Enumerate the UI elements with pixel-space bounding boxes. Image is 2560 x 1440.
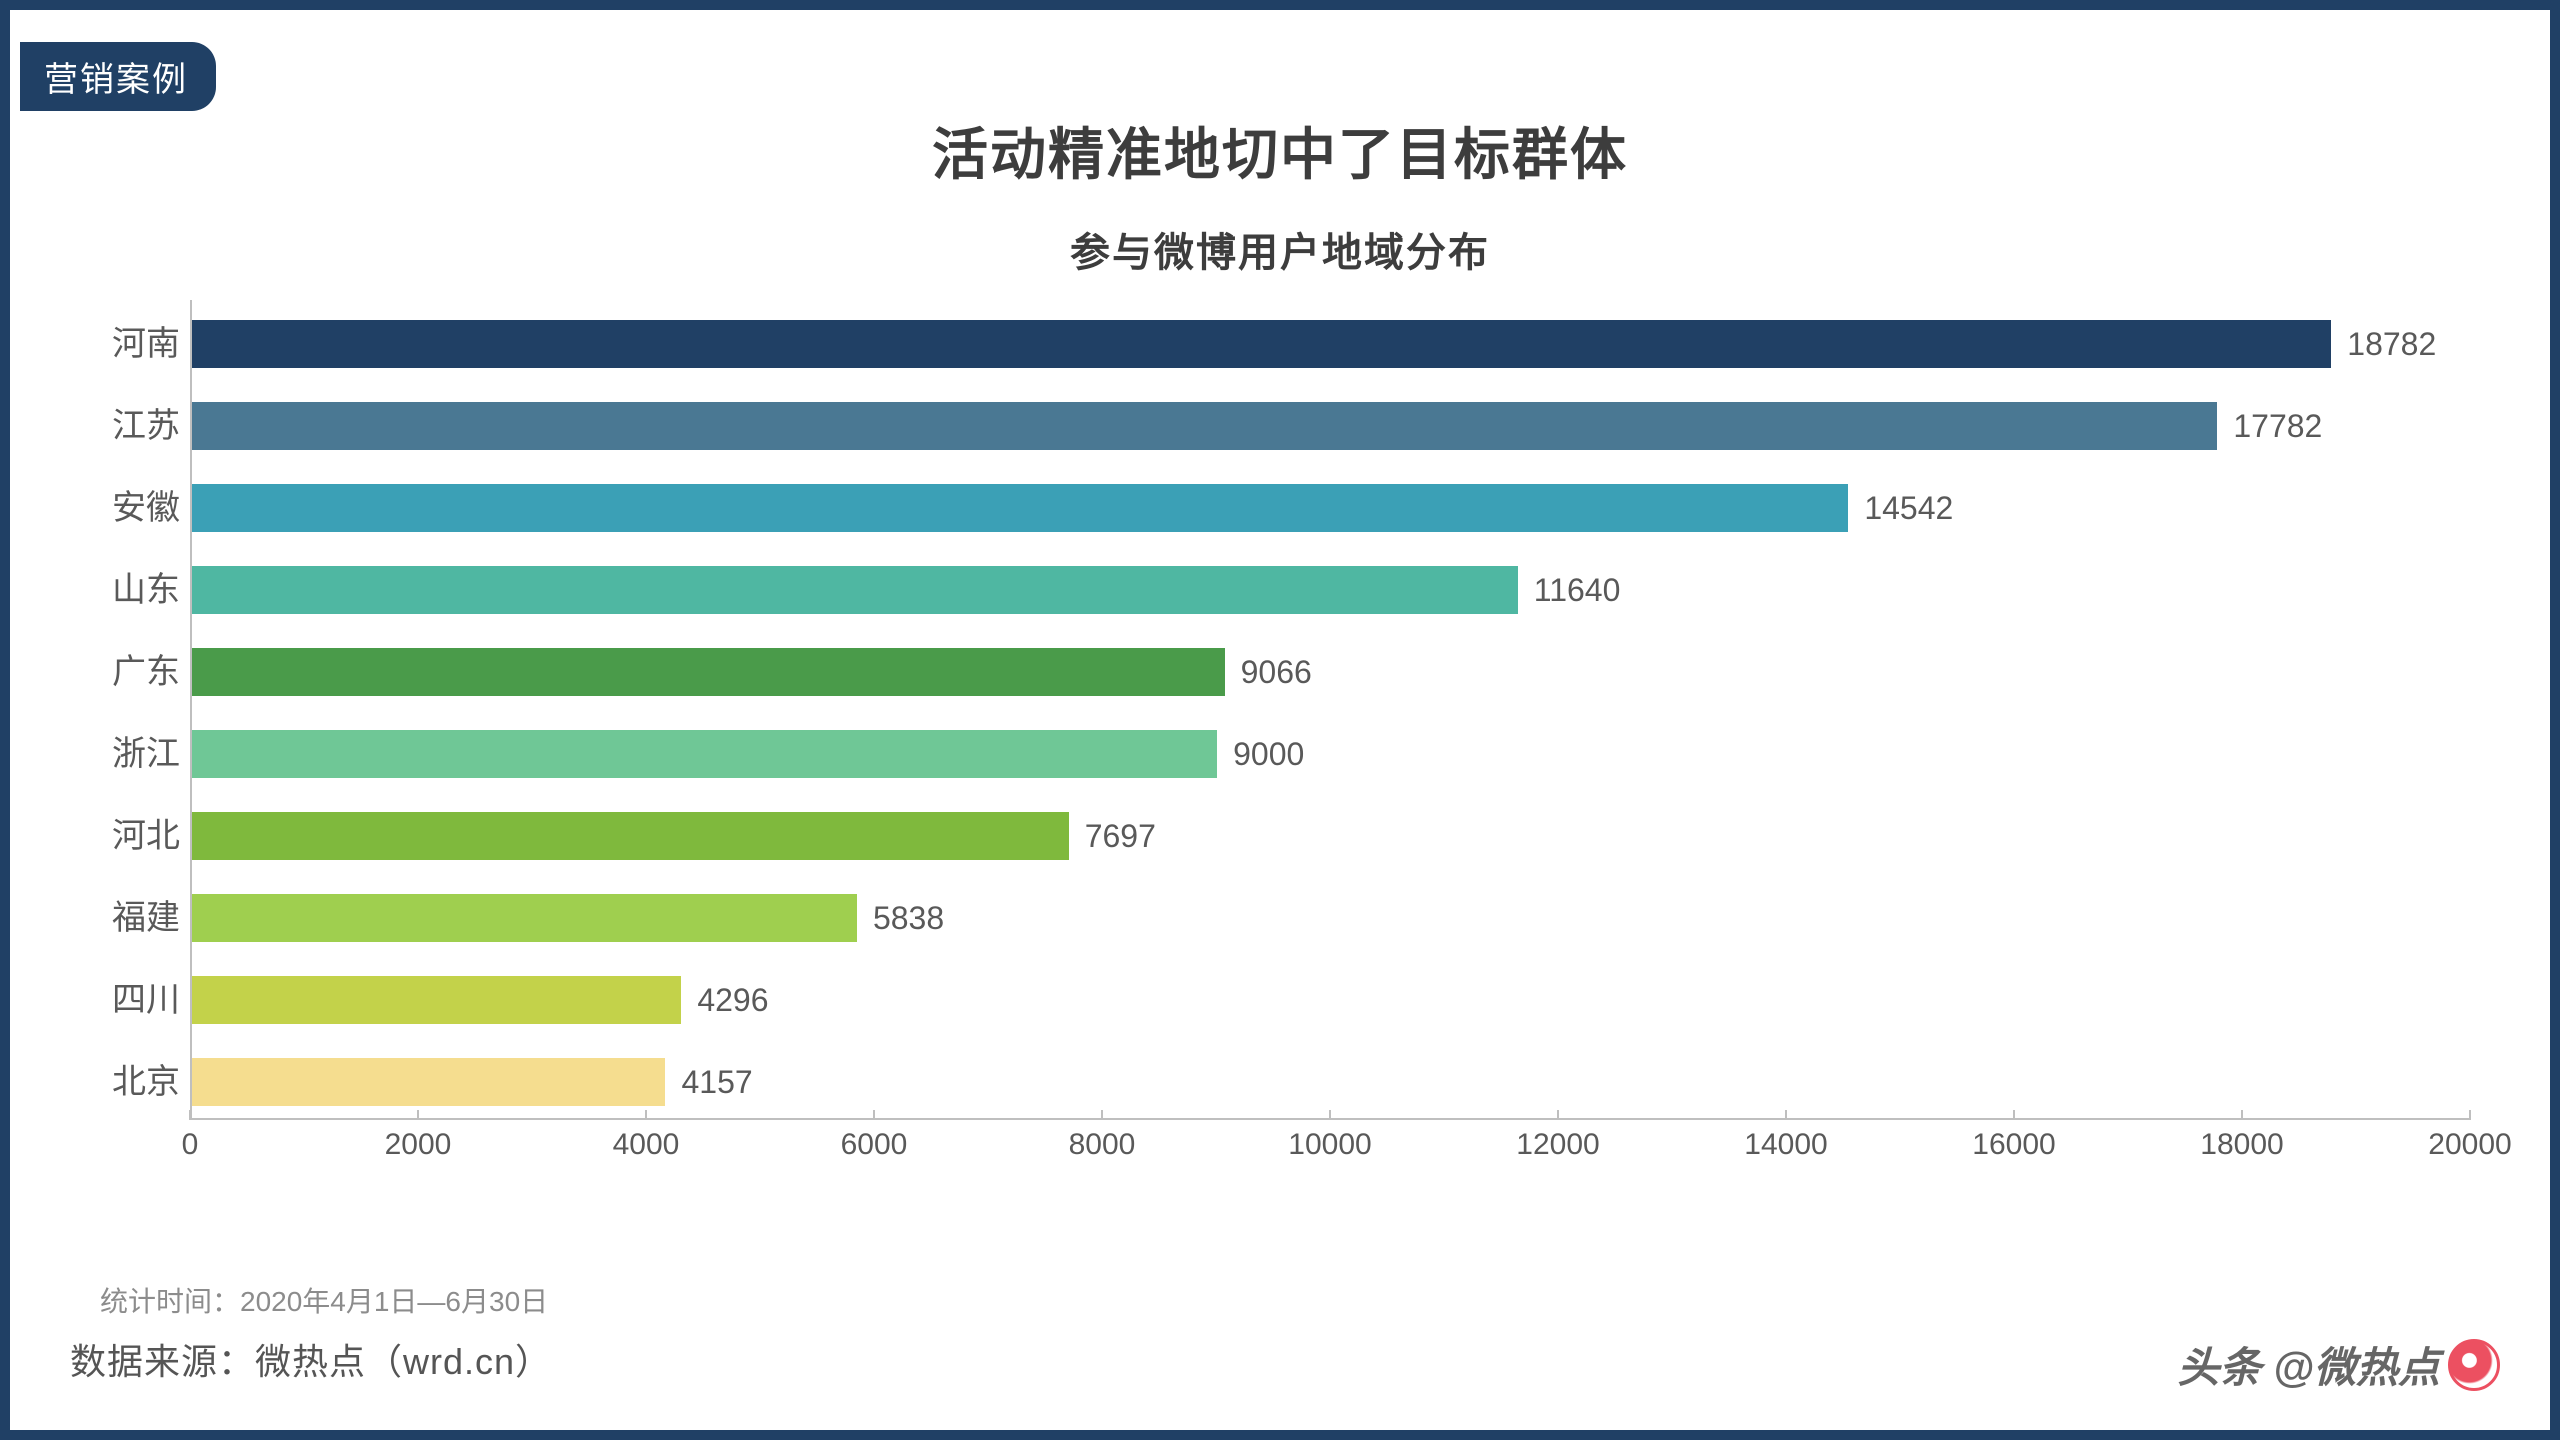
x-axis: 0200040006000800010000120001400016000180…	[190, 1120, 2470, 1180]
x-tick-mark	[2469, 1110, 2471, 1120]
category-badge: 营销案例	[20, 42, 216, 111]
x-tick-label: 8000	[1069, 1128, 1136, 1162]
data-source: 数据来源：微热点（wrd.cn）	[70, 1333, 552, 1385]
x-tick-mark	[1101, 1110, 1103, 1120]
x-tick-label: 10000	[1288, 1128, 1371, 1162]
region-bar-chart: 1878217782 14542 11640 9066 9000 7697 5838 4296…	[60, 300, 2470, 1180]
bar-row: 14542	[192, 484, 2470, 532]
bar-value: 4157	[665, 1058, 752, 1106]
slide-title: 活动精准地切中了目标群体	[0, 110, 2560, 191]
x-tick-label: 14000	[1744, 1128, 1827, 1162]
bar-value: 5838	[857, 894, 944, 942]
bar-row: 11640	[192, 566, 2470, 614]
bar	[192, 648, 1225, 696]
x-tick-mark	[2013, 1110, 2015, 1120]
x-tick-mark	[1557, 1110, 1559, 1120]
bar-row: 4296	[192, 976, 2470, 1024]
bar-value: 18782	[2331, 320, 2436, 368]
y-label: 广东	[60, 648, 180, 696]
x-tick-mark	[1785, 1110, 1787, 1120]
y-label: 四川	[60, 976, 180, 1024]
x-tick-label: 16000	[1972, 1128, 2055, 1162]
x-tick-mark	[873, 1110, 875, 1120]
bar-value: 17782	[2217, 402, 2322, 450]
bar	[192, 976, 681, 1024]
x-tick-label: 12000	[1516, 1128, 1599, 1162]
x-tick-mark	[2241, 1110, 2243, 1120]
x-tick-label: 0	[182, 1128, 199, 1162]
bar-value: 11640	[1518, 566, 1621, 614]
bar-row: 5838	[192, 894, 2470, 942]
bar-row: 18782	[192, 320, 2470, 368]
bar	[192, 730, 1217, 778]
x-tick-label: 4000	[613, 1128, 680, 1162]
x-tick-label: 2000	[385, 1128, 452, 1162]
bar	[192, 402, 2217, 450]
y-label: 山东	[60, 566, 180, 614]
x-tick-label: 20000	[2428, 1128, 2511, 1162]
y-label: 福建	[60, 894, 180, 942]
y-label: 江苏	[60, 402, 180, 450]
x-tick-mark	[417, 1110, 419, 1120]
bar-value: 9000	[1217, 730, 1304, 778]
y-label: 北京	[60, 1058, 180, 1106]
bar-row: 17782	[192, 402, 2470, 450]
bar-value: 9066	[1225, 648, 1312, 696]
weibo-eye-icon	[2448, 1339, 2500, 1391]
stat-time: 统计时间：2020年4月1日—6月30日	[100, 1280, 548, 1320]
bar-value: 7697	[1069, 812, 1156, 860]
bar	[192, 484, 1848, 532]
watermark: 头条 @微热点	[2177, 1334, 2500, 1395]
y-label: 河北	[60, 812, 180, 860]
y-label: 河南	[60, 320, 180, 368]
bar-row: 4157	[192, 1058, 2470, 1106]
bar-value: 14542	[1848, 484, 1953, 532]
plot-area: 1878217782 14542 11640 9066 9000 7697 5838 4296…	[190, 300, 2470, 1120]
bar	[192, 320, 2331, 368]
bar-row: 9066	[192, 648, 2470, 696]
bar	[192, 894, 857, 942]
bar	[192, 812, 1069, 860]
bar	[192, 566, 1518, 614]
bar-value: 4296	[681, 976, 768, 1024]
y-label: 安徽	[60, 484, 180, 532]
x-tick-mark	[645, 1110, 647, 1120]
x-tick-label: 18000	[2200, 1128, 2283, 1162]
x-tick-mark	[1329, 1110, 1331, 1120]
bar-row: 9000	[192, 730, 2470, 778]
x-tick-label: 6000	[841, 1128, 908, 1162]
bar	[192, 1058, 665, 1106]
y-label: 浙江	[60, 730, 180, 778]
bar-row: 7697	[192, 812, 2470, 860]
watermark-text: 头条 @微热点	[2177, 1334, 2440, 1395]
x-tick-mark	[189, 1110, 191, 1120]
chart-subtitle: 参与微博用户地域分布	[0, 220, 2560, 278]
